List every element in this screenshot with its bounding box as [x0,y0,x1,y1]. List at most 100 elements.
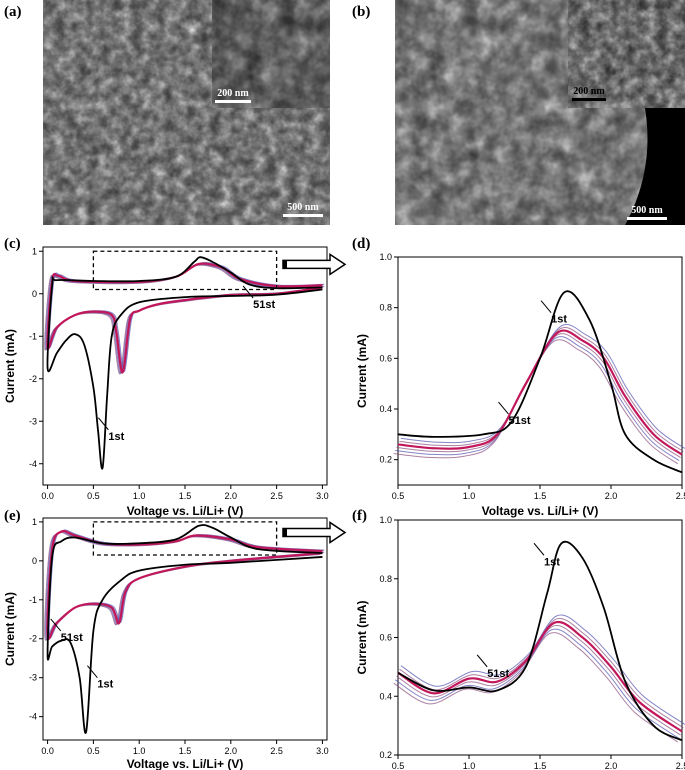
x-axis-label: Voltage vs. Li/Li+ (V) [127,757,244,770]
x-tick-label: 0.5 [87,746,100,756]
y-tick-label: -1 [29,331,37,341]
y-tick-label: 1.0 [379,515,392,525]
cycle-line [393,632,679,743]
x-tick-label: 2.5 [270,746,283,756]
x-tick-label: 0.5 [87,491,100,501]
annotation-label: 1st [108,431,124,443]
annotation-arrow [476,654,488,668]
y-axis-label: Current (mA) [355,600,369,674]
x-tick-label: 3.0 [316,746,329,756]
x-tick-label: 1.0 [463,491,476,501]
zoom-region-box [92,250,278,291]
panel-label-b: (b) [352,4,371,20]
cycle-line [46,530,323,640]
y-tick-label: 0.4 [379,691,392,701]
y-tick-label: 0.6 [379,353,392,363]
y-tick-label: -1 [29,595,37,605]
y-tick-label: -2 [29,374,37,384]
sem-image-a: 200 nm 500 nm [43,0,330,225]
x-tick-label: 1.5 [179,746,192,756]
inset-scale-bar-b: 200 nm [572,86,606,101]
cycle-line [48,529,325,639]
cycle-line [48,262,325,372]
annotation-label: 1st [544,556,560,568]
x-tick-label: 3.0 [316,491,329,501]
annotation-arrow [242,285,254,299]
x-tick-label: 2.0 [225,746,238,756]
x-tick-label: 2.0 [605,491,618,501]
series-1st-line [397,290,683,474]
annotation-arrow [50,618,62,632]
annotation-arrow [533,542,545,556]
y-tick-label: -2 [29,634,37,644]
x-tick-label: 2.5 [270,491,283,501]
zoom-arrow-tail [283,260,287,269]
zoom-arrow-tail [283,528,287,537]
x-tick-label: 1.0 [133,491,146,501]
y-tick-label: -3 [29,673,37,683]
x-tick-label: 0.0 [41,491,54,501]
annotation-arrow [498,401,509,415]
sem-inset-b: 200 nm [568,0,685,108]
y-tick-label: 0.4 [379,404,392,414]
annotation-label: 51st [253,299,275,311]
zoom-arrow-icon [282,252,347,276]
x-tick-label: 2.5 [676,761,685,770]
x-tick-label: 0.5 [392,761,405,770]
scale-bar-b: 500 nm [627,205,667,220]
y-tick-label: 1 [32,246,37,256]
cycle-line [400,323,685,449]
y-axis-label: Current (mA) [3,329,17,403]
x-tick-label: 0.5 [392,491,405,501]
sem-image-b: 200 nm 500 nm [395,0,685,225]
annotation-arrow [540,300,552,314]
y-tick-label: 0 [32,556,37,566]
x-tick-label: 1.0 [133,746,146,756]
x-axis-label: Voltage vs. Li/Li+ (V) [482,504,599,518]
sem-inset-a: 200 nm [212,0,330,108]
y-tick-label: 0.2 [379,455,392,465]
x-tick-label: 1.0 [463,761,476,770]
series-1st-line [46,524,323,734]
panel-label-f: (f) [352,508,367,524]
scale-text-b: 500 nm [631,205,663,216]
cycle-line [47,262,324,373]
annotation-label: 51st [61,632,83,644]
x-tick-label: 0.0 [41,746,54,756]
cycle-line [46,263,323,373]
annotation-label: 1st [97,679,113,691]
y-tick-label: 1.0 [379,252,392,262]
y-tick-label: 0 [32,289,37,299]
y-tick-label: -4 [29,459,37,469]
annotation-arrow [87,665,98,679]
y-tick-label: 0.6 [379,633,392,643]
x-tick-label: 1.5 [534,491,547,501]
cycle-line [395,336,680,462]
y-tick-label: -4 [29,712,37,722]
zoom-region-box [92,521,278,556]
scale-text-a: 500 nm [287,202,319,213]
series-1st-line [46,256,323,470]
scale-bar-a: 500 nm [283,202,323,217]
y-tick-label: 0.2 [379,750,392,760]
series-51st-line [397,620,683,733]
x-tick-label: 2.5 [676,491,685,501]
y-axis-label: Current (mA) [355,334,369,408]
x-tick-label: 1.5 [179,491,192,501]
annotation-label: 1st [551,314,567,326]
x-axis-label: Voltage vs. Li/Li+ (V) [127,504,244,518]
cycle-line [396,333,681,459]
inset-scale-text-b: 200 nm [573,86,605,97]
x-tick-label: 2.0 [225,491,238,501]
annotation-label: 51st [487,668,509,680]
zoom-arrow-icon [282,521,347,544]
x-tick-label: 2.0 [605,761,618,770]
cycle-line [393,339,679,465]
cycle-line [394,628,680,739]
panel-label-e: (e) [4,508,21,524]
inset-scale-bar-a: 200 nm [215,88,251,103]
cycle-line [400,614,685,725]
panel-label-c: (c) [4,236,21,252]
